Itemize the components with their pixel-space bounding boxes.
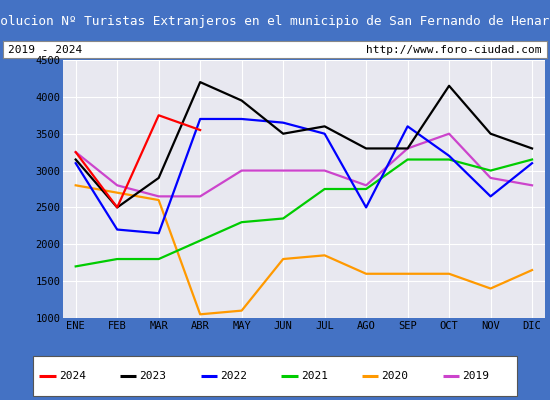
Text: 2021: 2021 [301,371,328,381]
Text: 2022: 2022 [220,371,247,381]
Text: 2023: 2023 [140,371,167,381]
Text: 2019 - 2024: 2019 - 2024 [8,45,82,55]
Text: 2020: 2020 [382,371,409,381]
Text: http://www.foro-ciudad.com: http://www.foro-ciudad.com [366,45,542,55]
Text: 2024: 2024 [59,371,86,381]
Text: 2019: 2019 [462,371,489,381]
FancyBboxPatch shape [33,356,517,396]
Text: Evolucion Nº Turistas Extranjeros en el municipio de San Fernando de Henares: Evolucion Nº Turistas Extranjeros en el … [0,14,550,28]
